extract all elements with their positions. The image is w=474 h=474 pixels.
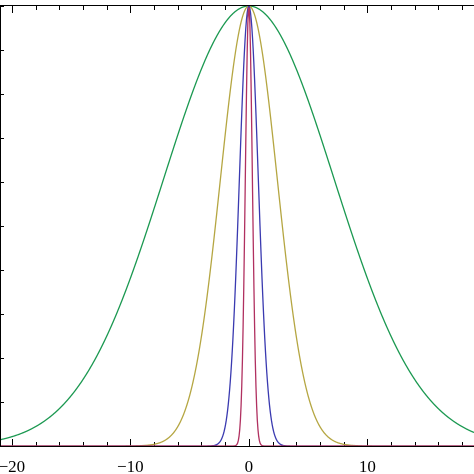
series-line-1 [0, 5, 474, 441]
x-tick-label: −20 [0, 457, 25, 474]
axis-ticks [0, 6, 463, 447]
plot-frame [0, 5, 474, 447]
x-tick-label: −10 [117, 457, 144, 474]
x-tick-labels: −20 −10 0 10 [0, 457, 376, 474]
series-line-4 [0, 7, 474, 447]
x-tick-label: 10 [359, 457, 376, 474]
series-lines [0, 5, 474, 447]
series-line-3 [0, 5, 474, 447]
x-tick-label: 0 [245, 457, 254, 474]
series-line-2 [0, 5, 474, 447]
